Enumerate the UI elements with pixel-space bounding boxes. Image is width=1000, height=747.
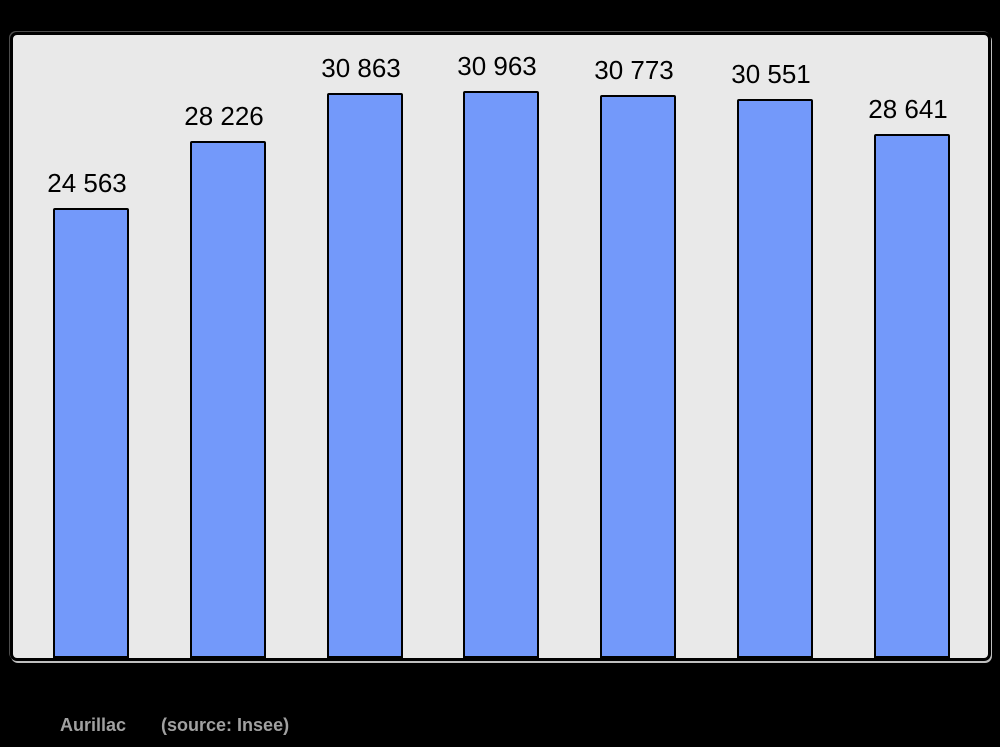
bar-value-label: 30 863	[321, 53, 401, 83]
chart-frame: 24 563 28 226 30 863 30 963 30 773 30 551 28 6…	[10, 32, 991, 661]
bar	[327, 93, 403, 658]
caption: Aurillac (source: Insee)	[60, 716, 289, 734]
caption-source: (source: Insee)	[161, 715, 290, 735]
bar-value-label: 30 773	[594, 55, 674, 85]
caption-title: Aurillac	[60, 715, 127, 735]
bar	[463, 91, 539, 658]
bar-value-label: 24 563	[47, 168, 127, 198]
bar-value-label: 30 551	[731, 59, 811, 89]
bar	[600, 95, 676, 658]
bar-value-label: 28 226	[184, 101, 264, 131]
bar	[190, 141, 266, 658]
bar-value-label: 30 963	[457, 51, 537, 81]
bar-value-label: 28 641	[868, 94, 948, 124]
bar	[737, 99, 813, 658]
bar	[53, 208, 129, 658]
plot-area: 24 563 28 226 30 863 30 963 30 773 30 551 28 6…	[13, 35, 988, 658]
bar	[874, 134, 950, 658]
